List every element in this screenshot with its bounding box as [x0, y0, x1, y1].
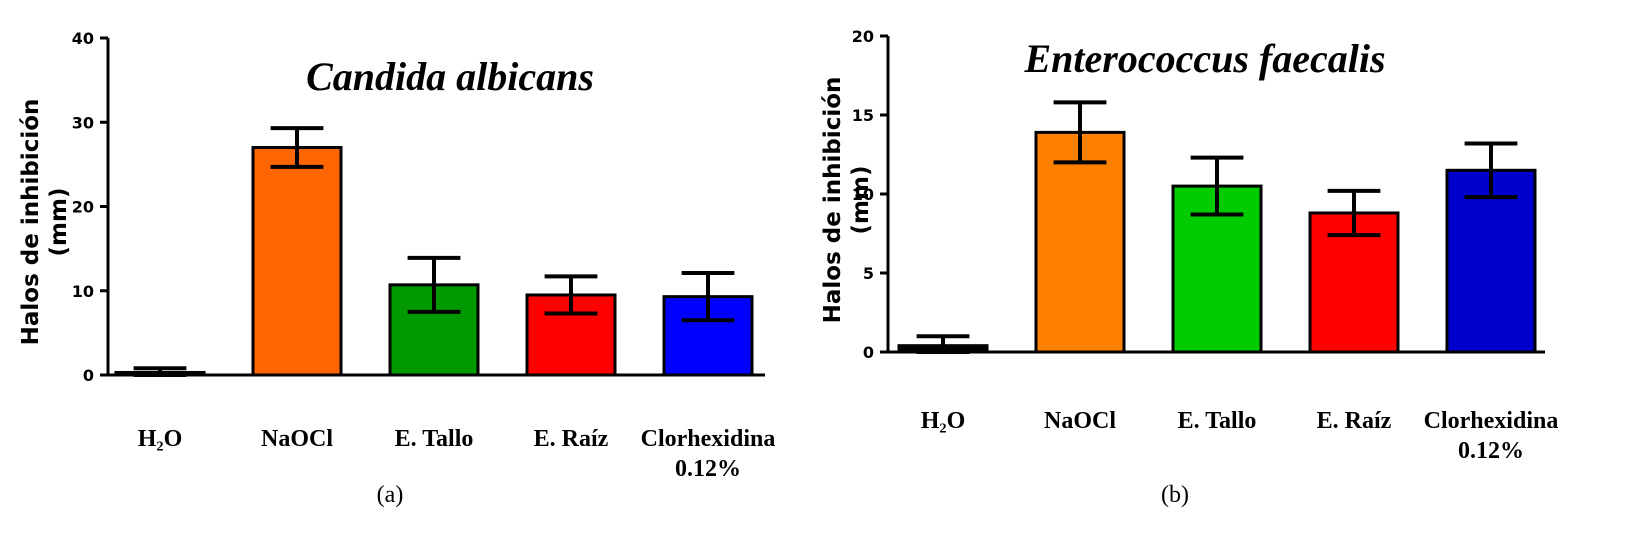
x-tick-label: E. Tallo	[1178, 408, 1257, 434]
y-tick-label: 0	[83, 366, 94, 385]
y-axis-label-line1: Halos de inhibición	[820, 77, 846, 324]
panel-label: (a)	[377, 482, 404, 508]
error-bar-5	[681, 271, 735, 323]
bars	[114, 126, 754, 377]
x-tick-label: E. Tallo	[395, 426, 474, 452]
y-tick-label: 15	[852, 106, 874, 125]
x-tick-label: Clorhexidina 0.12%	[641, 426, 776, 482]
x-axis-ticks: H₂O NaOCl E. Tallo E. Raíz Clorhexidina 0.12%	[138, 426, 776, 482]
y-axis-label-line2: (mm)	[46, 188, 72, 257]
bar-5	[1445, 168, 1537, 354]
bar-2	[251, 146, 343, 377]
chart-enterococcus-faecalis: Enterococcus faecalis Halos de inhibició…	[820, 27, 1558, 508]
chart-title: Enterococcus faecalis	[1023, 36, 1385, 81]
y-tick-label: 20	[852, 27, 874, 46]
x-tick-label: NaOCl	[1044, 408, 1116, 434]
x-tick-label: E. Raíz	[534, 426, 609, 452]
y-axis-label: Halos de inhibición (mm)	[820, 77, 874, 324]
x-axis-ticks: H₂O NaOCl E. Tallo E. Raíz Clorhexidina 0.12%	[921, 408, 1559, 464]
error-bar-2	[1053, 100, 1107, 165]
x-tick-label: H₂O	[138, 426, 183, 452]
error-bar-2	[270, 126, 324, 169]
error-bar-4	[1327, 188, 1381, 238]
y-axis-label-line2: (mm)	[848, 166, 874, 235]
error-bar-3	[1190, 155, 1244, 217]
y-axis-label-line1: Halos de inhibición	[18, 99, 44, 346]
x-tick-label: E. Raíz	[1317, 408, 1392, 434]
y-axis-label: Halos de inhibición (mm)	[18, 99, 72, 346]
y-tick-label: 30	[72, 113, 94, 132]
y-tick-label: 10	[72, 282, 94, 301]
y-axis-ticks: 0 10 20 30 40	[72, 29, 108, 385]
error-bar-4	[544, 274, 598, 316]
chart-candida-albicans: Candida albicans Halos de inhibición (mm…	[18, 29, 775, 508]
y-tick-label: 40	[72, 29, 94, 48]
x-tick-label: Clorhexidina 0.12%	[1424, 408, 1559, 464]
error-bar-5	[1464, 141, 1518, 200]
error-bar-3	[407, 255, 461, 314]
x-tick-label: NaOCl	[261, 426, 333, 452]
y-tick-label: 0	[863, 343, 874, 362]
x-tick-label: H₂O	[921, 408, 966, 434]
panel-label: (b)	[1161, 482, 1189, 508]
bars	[897, 100, 1537, 354]
y-tick-label: 5	[863, 264, 874, 283]
bar-2	[1034, 130, 1126, 354]
chart-title: Candida albicans	[306, 54, 594, 99]
y-tick-label: 10	[852, 185, 874, 204]
y-axis-ticks: 0 5 10 15 20	[852, 27, 888, 362]
y-tick-label: 20	[72, 198, 94, 217]
